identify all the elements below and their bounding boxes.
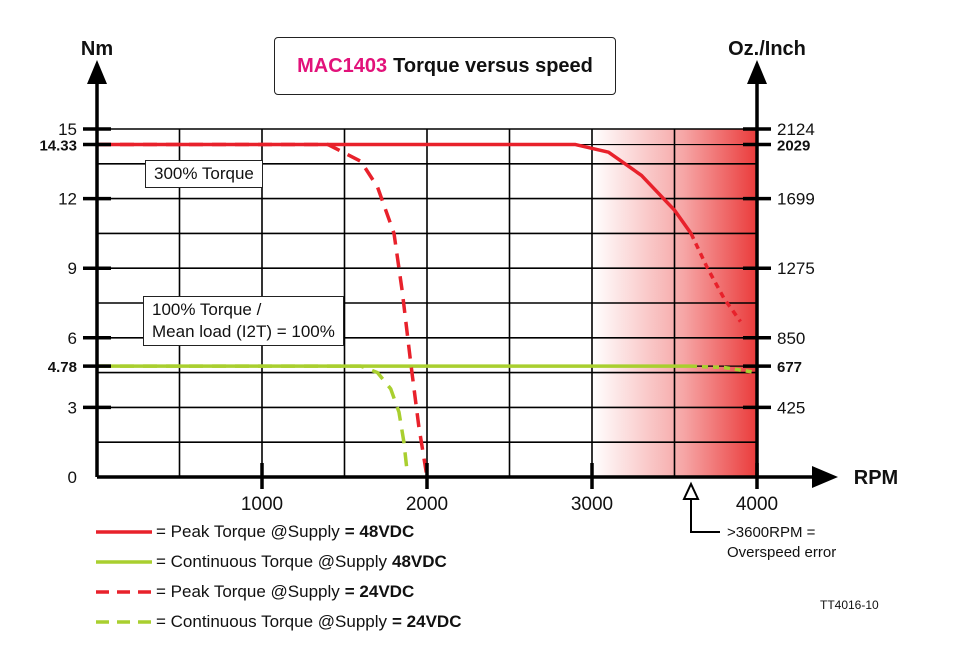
series-overspeed-tail-1: [690, 364, 758, 375]
y-axis-right-arrow: [747, 60, 767, 84]
legend-item-cont-24: = Continuous Torque @Supply = 24VDC: [96, 610, 461, 634]
legend-swatch-cont-48: [96, 560, 152, 564]
series-line-2: [97, 142, 429, 478]
x-tick-label: 1000: [241, 494, 283, 515]
legend-swatch-peak-48: [96, 530, 152, 534]
x-tick-label: 4000: [736, 494, 778, 515]
y-tick-label-left: 6: [68, 329, 77, 348]
y-tick-label-left: 3: [68, 398, 77, 417]
series-lines: [97, 142, 758, 478]
continuous-annotation-line-2: Mean load (I2T) = 100%: [152, 322, 335, 341]
legend-label: = Continuous Torque @Supply: [156, 612, 388, 631]
legend-label-bold: = 24VDC: [344, 582, 415, 601]
y-tick-label-left: 14.33: [39, 138, 77, 155]
y-axis-left-arrow: [87, 60, 107, 84]
legend-label: = Peak Torque @Supply: [156, 582, 340, 601]
chart-title: MAC1403 Torque versus speed: [274, 37, 616, 95]
y-tick-label-right: 2029: [777, 138, 810, 155]
peak-torque-annotation: 300% Torque: [145, 160, 263, 188]
legend-item-peak-48: = Peak Torque @Supply = 48VDC: [96, 520, 414, 544]
y-tick-label-left: 0: [68, 468, 77, 487]
legend-label: = Continuous Torque @Supply: [156, 552, 388, 571]
overspeed-note-line-1: >3600RPM =: [727, 524, 816, 541]
y-tick-label-right: 2124: [777, 120, 815, 139]
y-axis-left-title: Nm: [81, 38, 113, 60]
x-axis-title: RPM: [854, 467, 898, 489]
reference-code: TT4016-10: [820, 598, 879, 612]
series-overspeed-tail-0: [689, 232, 742, 323]
y-tick-label-right: 1275: [777, 259, 815, 278]
y-tick-label-left: 4.78: [48, 359, 77, 376]
continuous-torque-annotation: 100% Torque / Mean load (I2T) = 100%: [143, 296, 344, 346]
overspeed-marker-arrow: [682, 481, 700, 500]
legend-swatch-peak-24: [96, 590, 152, 594]
y-tick-label-right: 850: [777, 329, 805, 348]
legend-label-bold: 48VDC: [392, 552, 447, 571]
peak-torque-annotation-text: 300% Torque: [154, 164, 254, 183]
overspeed-note-line-2: Overspeed error: [727, 544, 837, 561]
y-tick-label-right: 1699: [777, 190, 815, 209]
y-tick-label-right: 677: [777, 359, 802, 376]
series-line-0: [97, 142, 693, 235]
legend-swatch-cont-24: [96, 620, 152, 624]
y-axis-right-title: Oz./Inch: [728, 38, 806, 60]
x-tick-label: 2000: [406, 494, 448, 515]
legend-label: = Peak Torque @Supply: [156, 522, 340, 541]
x-axis-arrow: [812, 466, 838, 488]
x-tick-label: 3000: [571, 494, 613, 515]
y-tick-label-left: 9: [68, 259, 77, 278]
overspeed-marker-line: [690, 499, 720, 533]
y-tick-label-right: 425: [777, 398, 805, 417]
title-text: Torque versus speed: [393, 54, 593, 77]
legend-item-cont-48: = Continuous Torque @Supply 48VDC: [96, 550, 447, 574]
legend-label-bold: = 24VDC: [392, 612, 462, 631]
legend-label-bold: = 48VDC: [344, 522, 415, 541]
y-tick-label-left: 15: [58, 120, 77, 139]
series-line-3: [97, 364, 409, 473]
overspeed-note: >3600RPM = Overspeed error: [727, 523, 836, 563]
title-model: MAC1403: [297, 54, 388, 77]
y-tick-label-left: 12: [58, 190, 77, 209]
continuous-annotation-line-1: 100% Torque /: [152, 300, 262, 319]
legend-item-peak-24: = Peak Torque @Supply = 24VDC: [96, 580, 414, 604]
